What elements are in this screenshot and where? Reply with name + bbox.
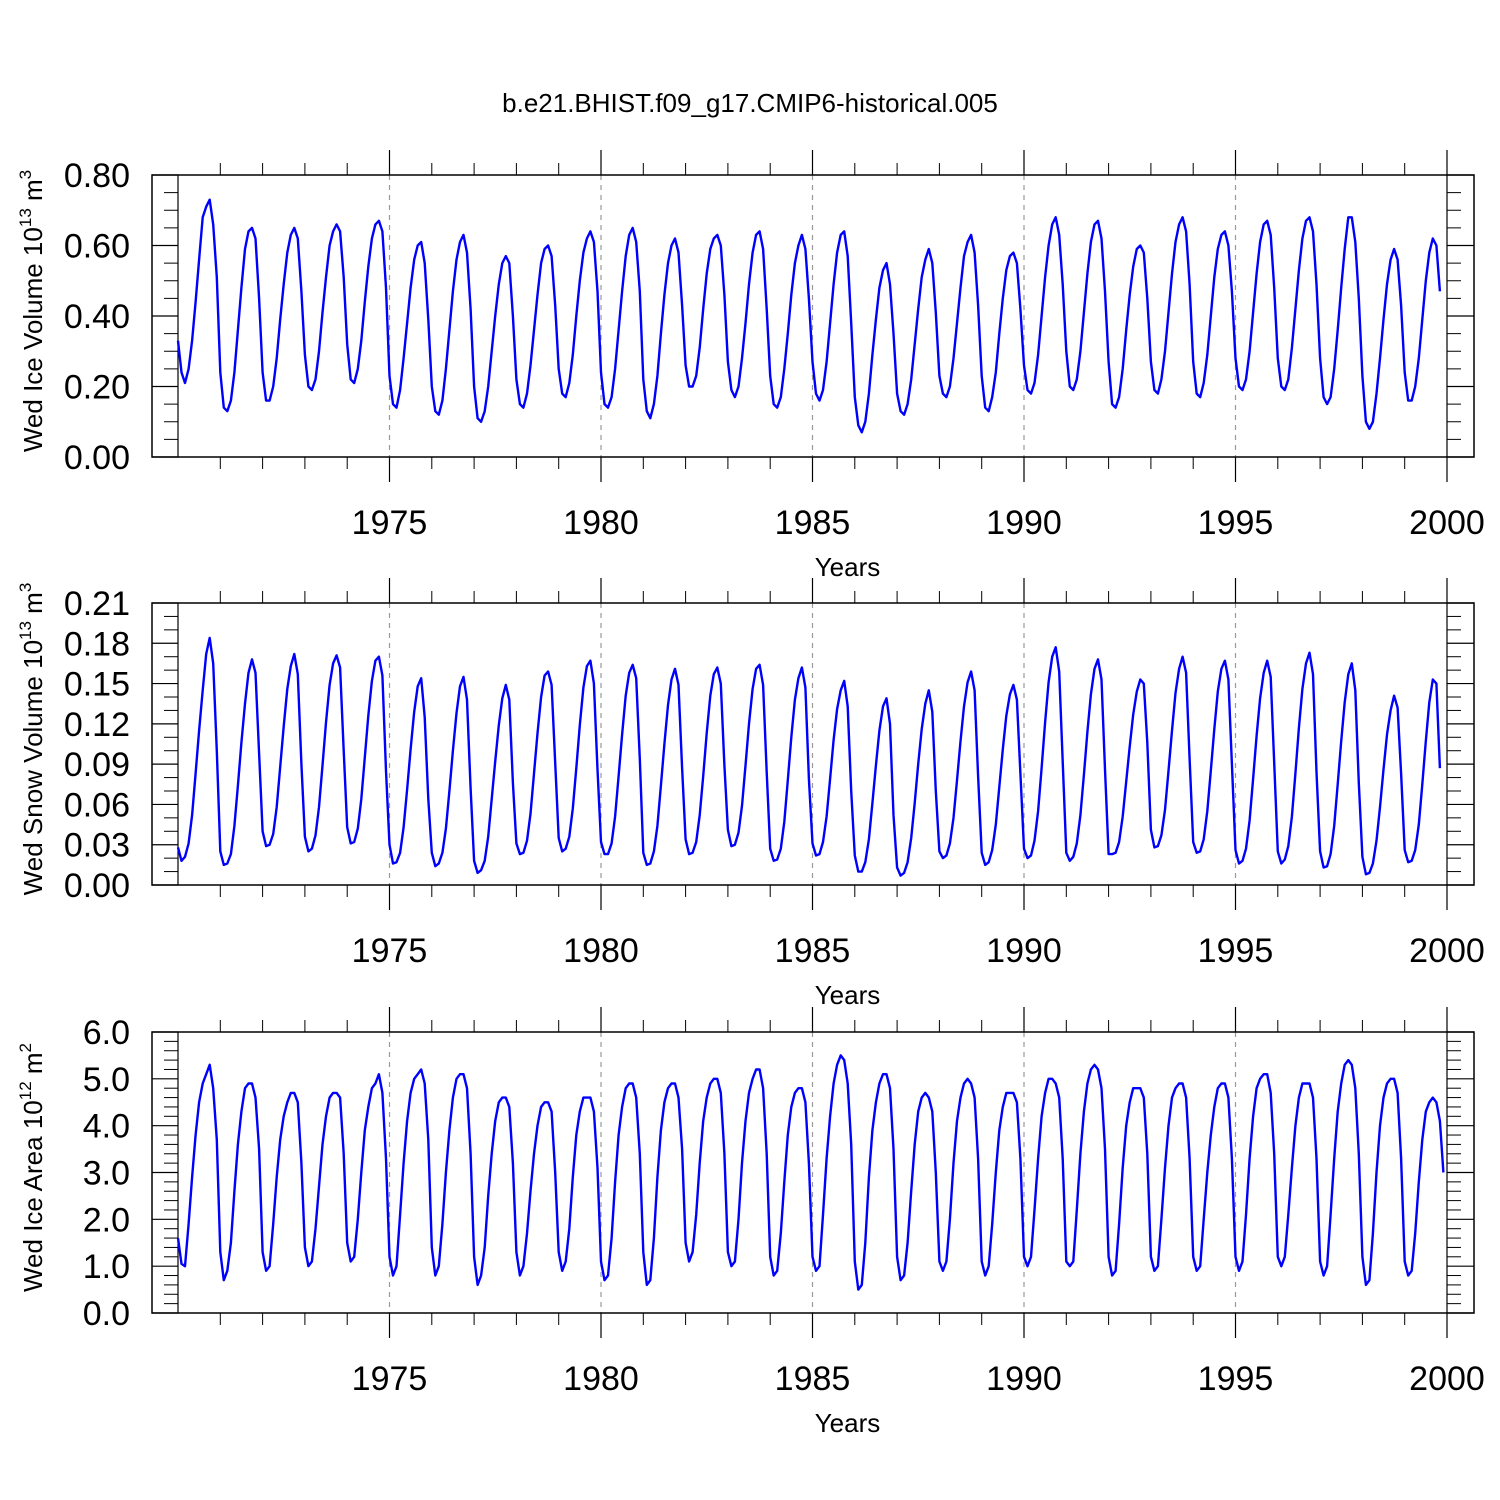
x-tick-label: 1990 [986,932,1062,970]
panel-ice-volume: 0.00 0.20 0.40 0.60 0.80 1975 1980 1985 1990 1995… [16,150,1485,582]
x-tick-label: 2000 [1409,504,1485,542]
x-tick-label: 1990 [986,504,1062,542]
x-tick-label: 1985 [775,1360,851,1398]
y-tick-label: 0.00 [64,439,130,477]
y-tick-label: 0.03 [64,827,130,865]
y-tick-label: 0.0 [83,1295,130,1333]
x-tick-label: 1990 [986,1360,1062,1398]
panel-snow-volume: 0.000.030.060.090.120.150.180.21 1975 1980… [16,578,1485,1010]
y-tick-label: 4.0 [83,1108,130,1146]
x-tick-label: 1985 [775,932,851,970]
x-tick-label: 1985 [775,504,851,542]
x-axis-label: Years [815,552,881,582]
y-tick-label: 0.18 [64,625,130,663]
y-tick-label: 0.80 [64,157,130,195]
x-tick-label: 1975 [352,932,428,970]
y-tick-label: 0.15 [64,666,130,704]
x-tick-label: 2000 [1409,932,1485,970]
x-axis-label: Years [815,1408,881,1438]
plot-frame [151,1031,1475,1314]
y-tick-label: 0.40 [64,298,130,336]
panel-ice-area: 0.0 1.0 2.0 3.0 4.0 5.0 6.0 1975 1980 1985 1990 199… [16,1007,1485,1438]
y-tick-label: 0.09 [64,746,130,784]
series-line-ice-volume [176,198,1442,434]
x-tick-label: 1995 [1198,1360,1274,1398]
x-tick-label: 1995 [1198,504,1274,542]
y-tick-label: 0.20 [64,369,130,407]
x-tick-label: 1980 [563,504,639,542]
y-axis-label: Wed Ice Volume 1013 m3 [16,170,48,452]
figure-title: b.e21.BHIST.f09_g17.CMIP6-historical.005 [502,88,998,118]
x-tick-label: 1975 [352,1360,428,1398]
series-line-ice-area [176,1054,1445,1291]
y-tick-label: 2.0 [83,1201,130,1239]
y-axis-label: Wed Ice Area 1012 m2 [16,1043,48,1292]
x-tick-label: 1975 [352,504,428,542]
plot-frame [151,174,1475,458]
x-tick-label: 1980 [563,932,639,970]
y-tick-label: 6.0 [83,1014,130,1052]
series-line-snow-volume [176,636,1442,877]
y-tick-label: 0.21 [64,585,130,623]
y-tick-label: 3.0 [83,1155,130,1193]
y-tick-label: 0.60 [64,228,130,266]
y-tick-label: 0.00 [64,867,130,905]
y-tick-label: 1.0 [83,1248,130,1286]
y-tick-label: 0.12 [64,706,130,744]
y-tick-label: 5.0 [83,1061,130,1099]
x-tick-label: 1995 [1198,932,1274,970]
x-tick-label: 2000 [1409,1360,1485,1398]
y-axis-label: Wed Snow Volume 1013 m3 [16,583,48,896]
x-axis-label: Years [815,980,881,1010]
y-tick-label: 0.06 [64,786,130,824]
plot-frame [151,602,1475,886]
x-tick-label: 1980 [563,1360,639,1398]
